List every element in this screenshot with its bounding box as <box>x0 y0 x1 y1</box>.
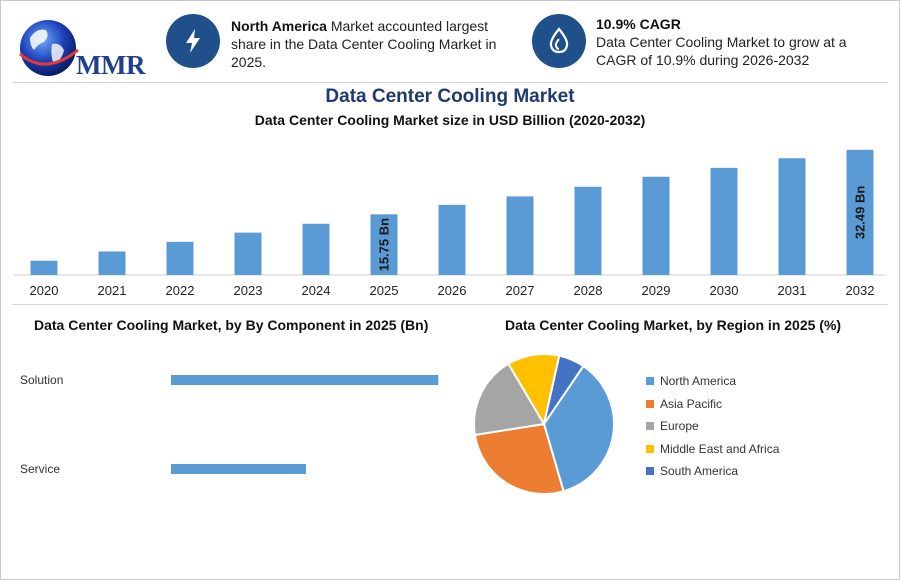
north-america-card: North America Market accounted largest s… <box>231 17 506 71</box>
legend-label: South America <box>660 464 739 479</box>
bar-2020 <box>30 260 58 275</box>
header-divider <box>12 82 888 83</box>
bar-2023 <box>234 232 262 275</box>
hbar-service <box>171 464 306 474</box>
card1-text: Market accounted largest share in the Da… <box>231 18 497 70</box>
data-label-2025: 15.75 Bn <box>377 218 392 272</box>
legend-swatch <box>646 377 654 386</box>
legend-swatch <box>646 444 654 453</box>
x-tick-2030: 2030 <box>710 283 739 298</box>
x-tick-2028: 2028 <box>574 283 603 298</box>
cagr-card: 10.9% CAGR Data Center Cooling Market to… <box>596 15 886 69</box>
pie-slice-europe <box>473 362 546 437</box>
legend-item-asia-pacific: Asia Pacific <box>646 393 779 416</box>
market-size-bar-chart: 2020 2021 2022 2023 2024 2025 2026 2027 2028 2029… <box>14 149 886 298</box>
region-pie-chart <box>473 353 615 495</box>
x-tick-2024: 2024 <box>302 283 331 298</box>
component-chart-title: Data Center Cooling Market, by By Compon… <box>34 317 429 333</box>
legend-item-middle-east-and-africa: Middle East and Africa <box>646 438 779 461</box>
bar-2022 <box>166 241 194 275</box>
hbar-label-solution: Solution <box>20 373 63 387</box>
component-bar-chart: Solution Service <box>20 373 439 476</box>
legend-label: Asia Pacific <box>660 396 723 411</box>
data-label-2032: 32.49 Bn <box>853 186 868 240</box>
legend-label: North America <box>660 374 737 389</box>
hbar-solution <box>171 375 439 385</box>
x-tick-2029: 2029 <box>642 283 671 298</box>
bar-2026 <box>438 204 466 275</box>
x-tick-2031: 2031 <box>778 283 807 298</box>
x-tick-2026: 2026 <box>438 283 467 298</box>
card2-text: Data Center Cooling Market to grow at a … <box>596 34 847 68</box>
x-tick-2022: 2022 <box>166 283 195 298</box>
logo-text: MMR <box>76 50 145 80</box>
bar-2029 <box>642 176 670 275</box>
bar-2031 <box>778 158 806 275</box>
x-tick-2023: 2023 <box>234 283 263 298</box>
hbar-label-service: Service <box>20 462 60 476</box>
card1-bold: North America <box>231 18 327 34</box>
x-tick-2020: 2020 <box>30 283 59 298</box>
chart-subtitle: Data Center Cooling Market size in USD B… <box>254 112 646 128</box>
region-legend: North America Asia Pacific Europe Middle Ea… <box>646 370 779 483</box>
x-tick-2027: 2027 <box>506 283 535 298</box>
x-tick-2032: 2032 <box>846 283 875 298</box>
legend-swatch <box>646 399 654 408</box>
legend-label: Europe <box>660 419 699 434</box>
bar-2030 <box>710 167 738 275</box>
section-divider <box>12 304 888 305</box>
mmr-logo: MMR <box>16 14 145 80</box>
card2-bold: 10.9% CAGR <box>596 16 681 32</box>
x-tick-2021: 2021 <box>98 283 127 298</box>
cooling-drop-icon <box>532 14 586 68</box>
legend-label: Middle East and Africa <box>660 441 780 456</box>
region-chart-title: Data Center Cooling Market, by Region in… <box>505 317 842 333</box>
legend-swatch <box>646 467 654 476</box>
pie-slice-asia-pacific <box>473 422 565 495</box>
main-title: Data Center Cooling Market <box>325 86 575 107</box>
bar-2032 <box>846 149 874 275</box>
lightning-icon <box>166 14 220 68</box>
legend-swatch <box>646 422 654 431</box>
globe-icon <box>19 20 79 76</box>
bar-2027 <box>506 196 534 275</box>
bar-2021 <box>98 251 126 275</box>
legend-item-north-america: North America <box>646 370 779 393</box>
x-tick-2025: 2025 <box>370 283 399 298</box>
bar-2028 <box>574 186 602 275</box>
pie-slice-south-america <box>543 354 585 425</box>
bar-2025 <box>370 214 398 275</box>
pie-slice-north-america <box>542 364 615 493</box>
legend-item-europe: Europe <box>646 415 779 438</box>
bar-2024 <box>302 223 330 275</box>
legend-item-south-america: South America <box>646 460 779 483</box>
